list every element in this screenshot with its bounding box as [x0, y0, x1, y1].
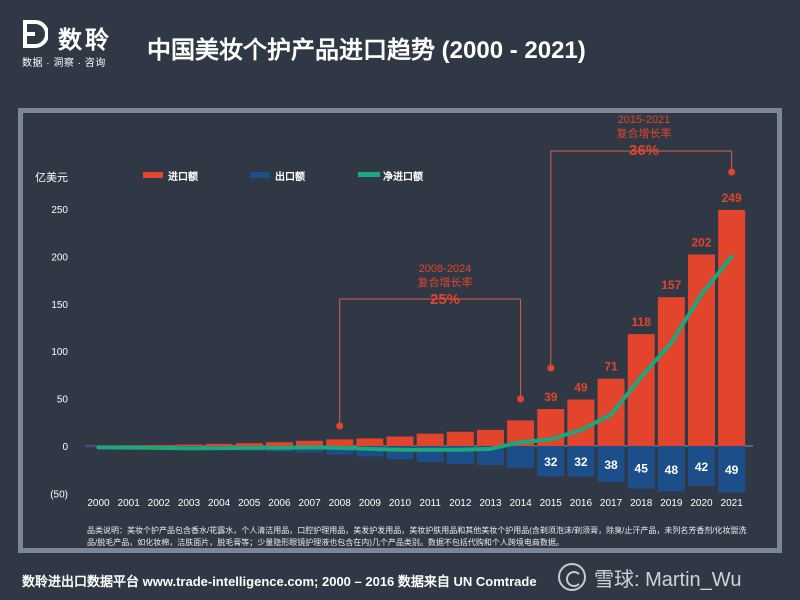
export-bar — [627, 446, 655, 489]
footer-source: 数聆进出口数据平台 www.trade-intelligence.com; 20… — [22, 574, 537, 589]
export-data-label: 32 — [574, 455, 588, 469]
import-bar — [145, 445, 173, 446]
x-tick-label: 2021 — [721, 498, 744, 509]
page-title: 中国美妆个护产品进口趋势 (2000 - 2021) — [147, 37, 586, 64]
import-data-label: 71 — [604, 360, 618, 374]
export-bar — [537, 446, 565, 477]
brand-tagline: 数据 · 洞察 · 咨询 — [22, 58, 106, 69]
import-data-label: 118 — [632, 315, 652, 329]
import-data-label: 39 — [544, 390, 558, 404]
export-data-label: 32 — [544, 455, 558, 469]
import-bar — [446, 431, 474, 446]
legend-swatch — [250, 172, 270, 178]
y-tick-label: 100 — [51, 347, 68, 358]
x-tick-label: 2008 — [329, 498, 352, 509]
import-bar — [657, 297, 685, 446]
import-bar — [175, 444, 203, 446]
import-bar — [205, 443, 233, 446]
import-trend-chart: 亿美元 250 200 150 100 50 0 (50) 2000 2001 2002 2003 20… — [23, 113, 777, 548]
legend-label: 出口额 — [275, 170, 305, 183]
import-bar — [386, 436, 414, 446]
import-bar — [356, 438, 384, 446]
x-tick-label: 2006 — [268, 498, 291, 509]
x-tick-label: 2016 — [570, 498, 593, 509]
x-tick-label: 2010 — [389, 498, 412, 509]
y-axis-unit: 亿美元 — [35, 171, 68, 184]
legend-label: 净进口额 — [383, 170, 423, 183]
x-tick-label: 2000 — [87, 498, 110, 509]
x-tick-label: 2012 — [449, 498, 472, 509]
export-bar — [597, 446, 625, 483]
annotation-value: 36% — [629, 142, 659, 159]
x-tick-label: 2013 — [479, 498, 502, 509]
export-bar — [657, 446, 685, 492]
brand-name: 数聆 — [58, 27, 112, 54]
import-bar — [416, 433, 444, 446]
annotation-marker — [336, 422, 344, 430]
x-tick-label: 2004 — [208, 498, 231, 509]
export-data-label: 45 — [635, 461, 649, 475]
watermark-text: 雪球: Martin_Wu — [594, 568, 742, 591]
import-bar — [296, 440, 324, 446]
import-bar — [265, 442, 293, 446]
import-bar — [235, 443, 263, 446]
import-bar — [476, 429, 504, 446]
import-bar — [326, 439, 354, 446]
annotation-marker — [728, 168, 736, 176]
annotation-marker — [517, 395, 525, 403]
export-data-label: 42 — [695, 460, 709, 474]
snowball-logo-icon — [558, 563, 586, 591]
legend-label: 进口额 — [168, 170, 198, 183]
brand-logo-icon — [23, 20, 48, 48]
import-bar — [567, 399, 595, 446]
import-data-label: 157 — [661, 278, 681, 292]
annotation-value: 25% — [430, 291, 460, 308]
export-data-label: 38 — [604, 458, 618, 472]
x-tick-label: 2007 — [298, 498, 321, 509]
x-tick-label: 2020 — [690, 498, 713, 509]
import-data-label: 202 — [691, 236, 711, 250]
export-bar — [326, 446, 354, 455]
annotation-label: 复合增长率 — [617, 126, 672, 140]
x-tick-label: 2014 — [509, 498, 532, 509]
import-data-label: 49 — [574, 381, 588, 395]
x-tick-label: 2009 — [359, 498, 382, 509]
y-tick-label: 50 — [57, 395, 69, 406]
legend-swatch — [358, 172, 380, 177]
y-tick-label: (50) — [50, 489, 68, 500]
x-tick-label: 2001 — [118, 498, 141, 509]
chart-panel: 亿美元 250 200 150 100 50 0 (50) 2000 2001 2002 2003 20… — [18, 108, 782, 553]
x-tick-label: 2018 — [630, 498, 653, 509]
import-bar — [718, 209, 746, 446]
x-tick-label: 2019 — [660, 498, 683, 509]
annotation-label: 复合增长率 — [418, 275, 473, 289]
annotation-period: 2015-2021 — [618, 114, 671, 126]
x-tick-label: 2003 — [178, 498, 201, 509]
export-bar — [567, 446, 595, 477]
category-footnote: 品类说明：美妆个护产品包含香水/花露水，个人清洁用品，口腔护理用品，美发护发用品… — [87, 526, 747, 547]
x-tick-label: 2017 — [600, 498, 623, 509]
watermark: 雪球: Martin_Wu — [558, 562, 741, 592]
y-tick-label: 250 — [51, 205, 68, 216]
annotation-marker — [547, 364, 555, 372]
export-bar — [718, 446, 746, 493]
annotation-period: 2008-2024 — [419, 263, 472, 275]
export-data-label: 49 — [725, 463, 739, 477]
export-bar — [356, 446, 384, 457]
x-tick-label: 2002 — [148, 498, 171, 509]
y-tick-label: 200 — [51, 252, 68, 263]
x-tick-label: 2005 — [238, 498, 261, 509]
legend-swatch — [143, 172, 163, 178]
export-bar — [688, 446, 715, 486]
x-tick-label: 2015 — [540, 498, 563, 509]
net-import-line — [96, 254, 734, 452]
import-data-label: 249 — [722, 191, 742, 205]
export-data-label: 48 — [665, 463, 679, 477]
y-tick-label: 150 — [51, 300, 68, 311]
export-bar — [507, 446, 535, 468]
y-tick-label: 0 — [62, 442, 68, 453]
import-bar — [688, 254, 715, 446]
x-tick-label: 2011 — [419, 498, 441, 509]
